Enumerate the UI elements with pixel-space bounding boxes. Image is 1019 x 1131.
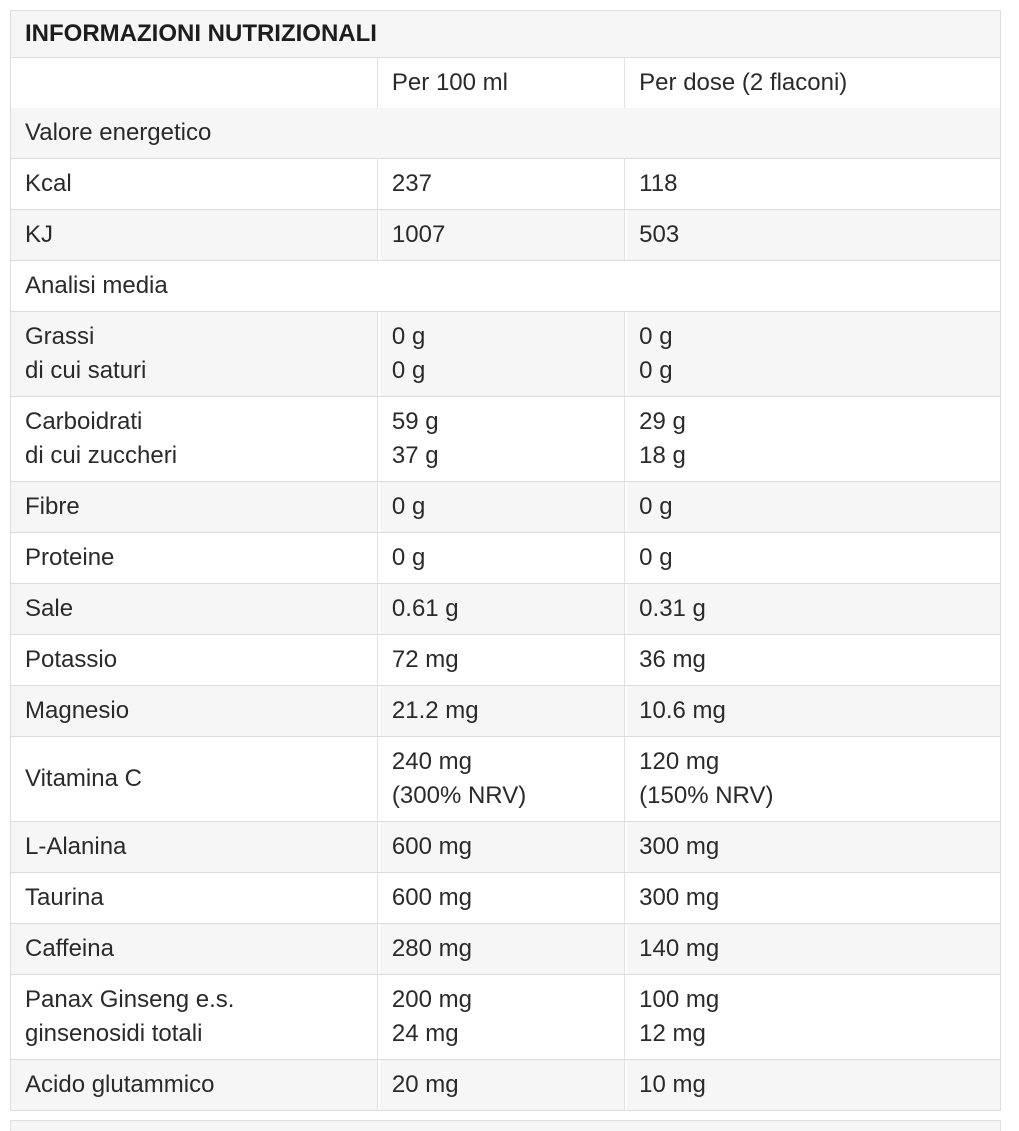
column-header-per-dose: Per dose (2 flaconi): [624, 58, 1000, 108]
cell-per100: 200 mg 24 mg: [376, 975, 625, 1060]
cell-label: Acido glutammico: [25, 1071, 215, 1098]
table-row-proteine: Proteine 0 g 0 g: [11, 533, 1000, 584]
column-header-row: Per 100 ml Per dose (2 flaconi): [11, 58, 1000, 108]
cell-label: Vitamina C: [11, 737, 377, 822]
cell-per-dose: 0 g: [624, 482, 1000, 533]
table-row-kcal: Kcal 237 118: [11, 159, 1000, 210]
table-row-acido-glutammico: Acido glutammico 20 mg 10 mg: [11, 1060, 1000, 1110]
cell-per100: 600 mg: [376, 822, 625, 873]
cell-per-dose: 36 mg: [624, 635, 1000, 686]
cell-per100: 59 g 37 g: [376, 397, 625, 482]
cell-per-dose: 140 mg: [624, 924, 1000, 975]
cell-label: Kcal: [11, 159, 377, 210]
table-row-l-alanina: L-Alanina 600 mg 300 mg: [11, 822, 1000, 873]
cell-label: Fibre: [11, 482, 377, 533]
section-row-analisi-media: Analisi media: [11, 261, 1000, 312]
table-row-fibre: Fibre 0 g 0 g: [11, 482, 1000, 533]
cell-per-dose: 503: [624, 210, 1000, 261]
table-row-kj: KJ 1007 503: [11, 210, 1000, 261]
table-row-grassi: Grassi di cui saturi 0 g 0 g 0 g 0 g: [11, 312, 1000, 397]
table-row-panax-ginseng: Panax Ginseng e.s. ginsenosidi totali 20…: [11, 975, 1000, 1060]
table-row-taurina: Taurina 600 mg 300 mg: [11, 873, 1000, 924]
cell-per-dose: 10.6 mg: [624, 686, 1000, 737]
nutrition-table: INFORMAZIONI NUTRIZIONALI Per 100 ml Per…: [10, 10, 1001, 1111]
cell-label: Potassio: [11, 635, 377, 686]
cell-per100: 1007: [376, 210, 625, 261]
cell-label: Sale: [11, 584, 377, 635]
table-row-potassio: Potassio 72 mg 36 mg: [11, 635, 1000, 686]
cell-label: KJ: [11, 210, 377, 261]
cell-per100: 600 mg: [376, 873, 625, 924]
table-row-magnesio: Magnesio 21.2 mg 10.6 mg: [11, 686, 1000, 737]
table-title: INFORMAZIONI NUTRIZIONALI: [11, 11, 1000, 58]
cell-per100: 0 g 0 g: [376, 312, 625, 397]
cell-label: L-Alanina: [11, 822, 377, 873]
cell-label: Proteine: [11, 533, 377, 584]
column-header-empty: [11, 58, 377, 108]
cell-label: Caffeina: [11, 924, 377, 975]
cell-per100: 21.2 mg: [376, 686, 625, 737]
cell-per-dose: 100 mg 12 mg: [624, 975, 1000, 1060]
cell-per-dose: 118: [624, 159, 1000, 210]
cell-per100: 237: [376, 159, 625, 210]
cell-label: Taurina: [11, 873, 377, 924]
section-label: Analisi media: [11, 261, 1000, 312]
cell-per-dose: 29 g 18 g: [624, 397, 1000, 482]
column-header-per-100ml: Per 100 ml: [376, 58, 625, 108]
cell-per100: 240 mg (300% NRV): [376, 737, 625, 822]
cell-label: Panax Ginseng e.s. ginsenosidi totali: [11, 975, 377, 1060]
table-row-carboidrati: Carboidrati di cui zuccheri 59 g 37 g 29…: [11, 397, 1000, 482]
cell-per-dose: 300 mg: [624, 873, 1000, 924]
cell-label: Carboidrati di cui zuccheri: [11, 397, 377, 482]
cell-per-dose: 0 g 0 g: [624, 312, 1000, 397]
section-label: Valore energetico: [11, 108, 1000, 159]
cell-per-dose: 10 mg: [624, 1060, 1000, 1110]
table-row-caffeina: Caffeina 280 mg 140 mg: [11, 924, 1000, 975]
section-row-valore-energetico: Valore energetico: [11, 108, 1000, 159]
table-row-vitamina-c: Vitamina C 240 mg (300% NRV) 120 mg (150…: [11, 737, 1000, 822]
cell-per100: 0.61 g: [376, 584, 625, 635]
cell-per100: 20 mg: [376, 1060, 624, 1110]
table-row-sale: Sale 0.61 g 0.31 g: [11, 584, 1000, 635]
cell-per100: 72 mg: [376, 635, 625, 686]
cell-per-dose: 120 mg (150% NRV): [624, 737, 1000, 822]
cell-per-dose: 0 g: [624, 533, 1000, 584]
cell-label: Magnesio: [11, 686, 377, 737]
next-section-cutoff: [10, 1120, 1001, 1131]
cell-per100: 0 g: [376, 482, 625, 533]
cell-per-dose: 0.31 g: [624, 584, 1000, 635]
cell-label: Grassi di cui saturi: [11, 312, 377, 397]
cell-per-dose: 300 mg: [624, 822, 1000, 873]
cell-per100: 280 mg: [376, 924, 625, 975]
table-title-row: INFORMAZIONI NUTRIZIONALI: [11, 11, 1000, 58]
cell-per100: 0 g: [376, 533, 625, 584]
